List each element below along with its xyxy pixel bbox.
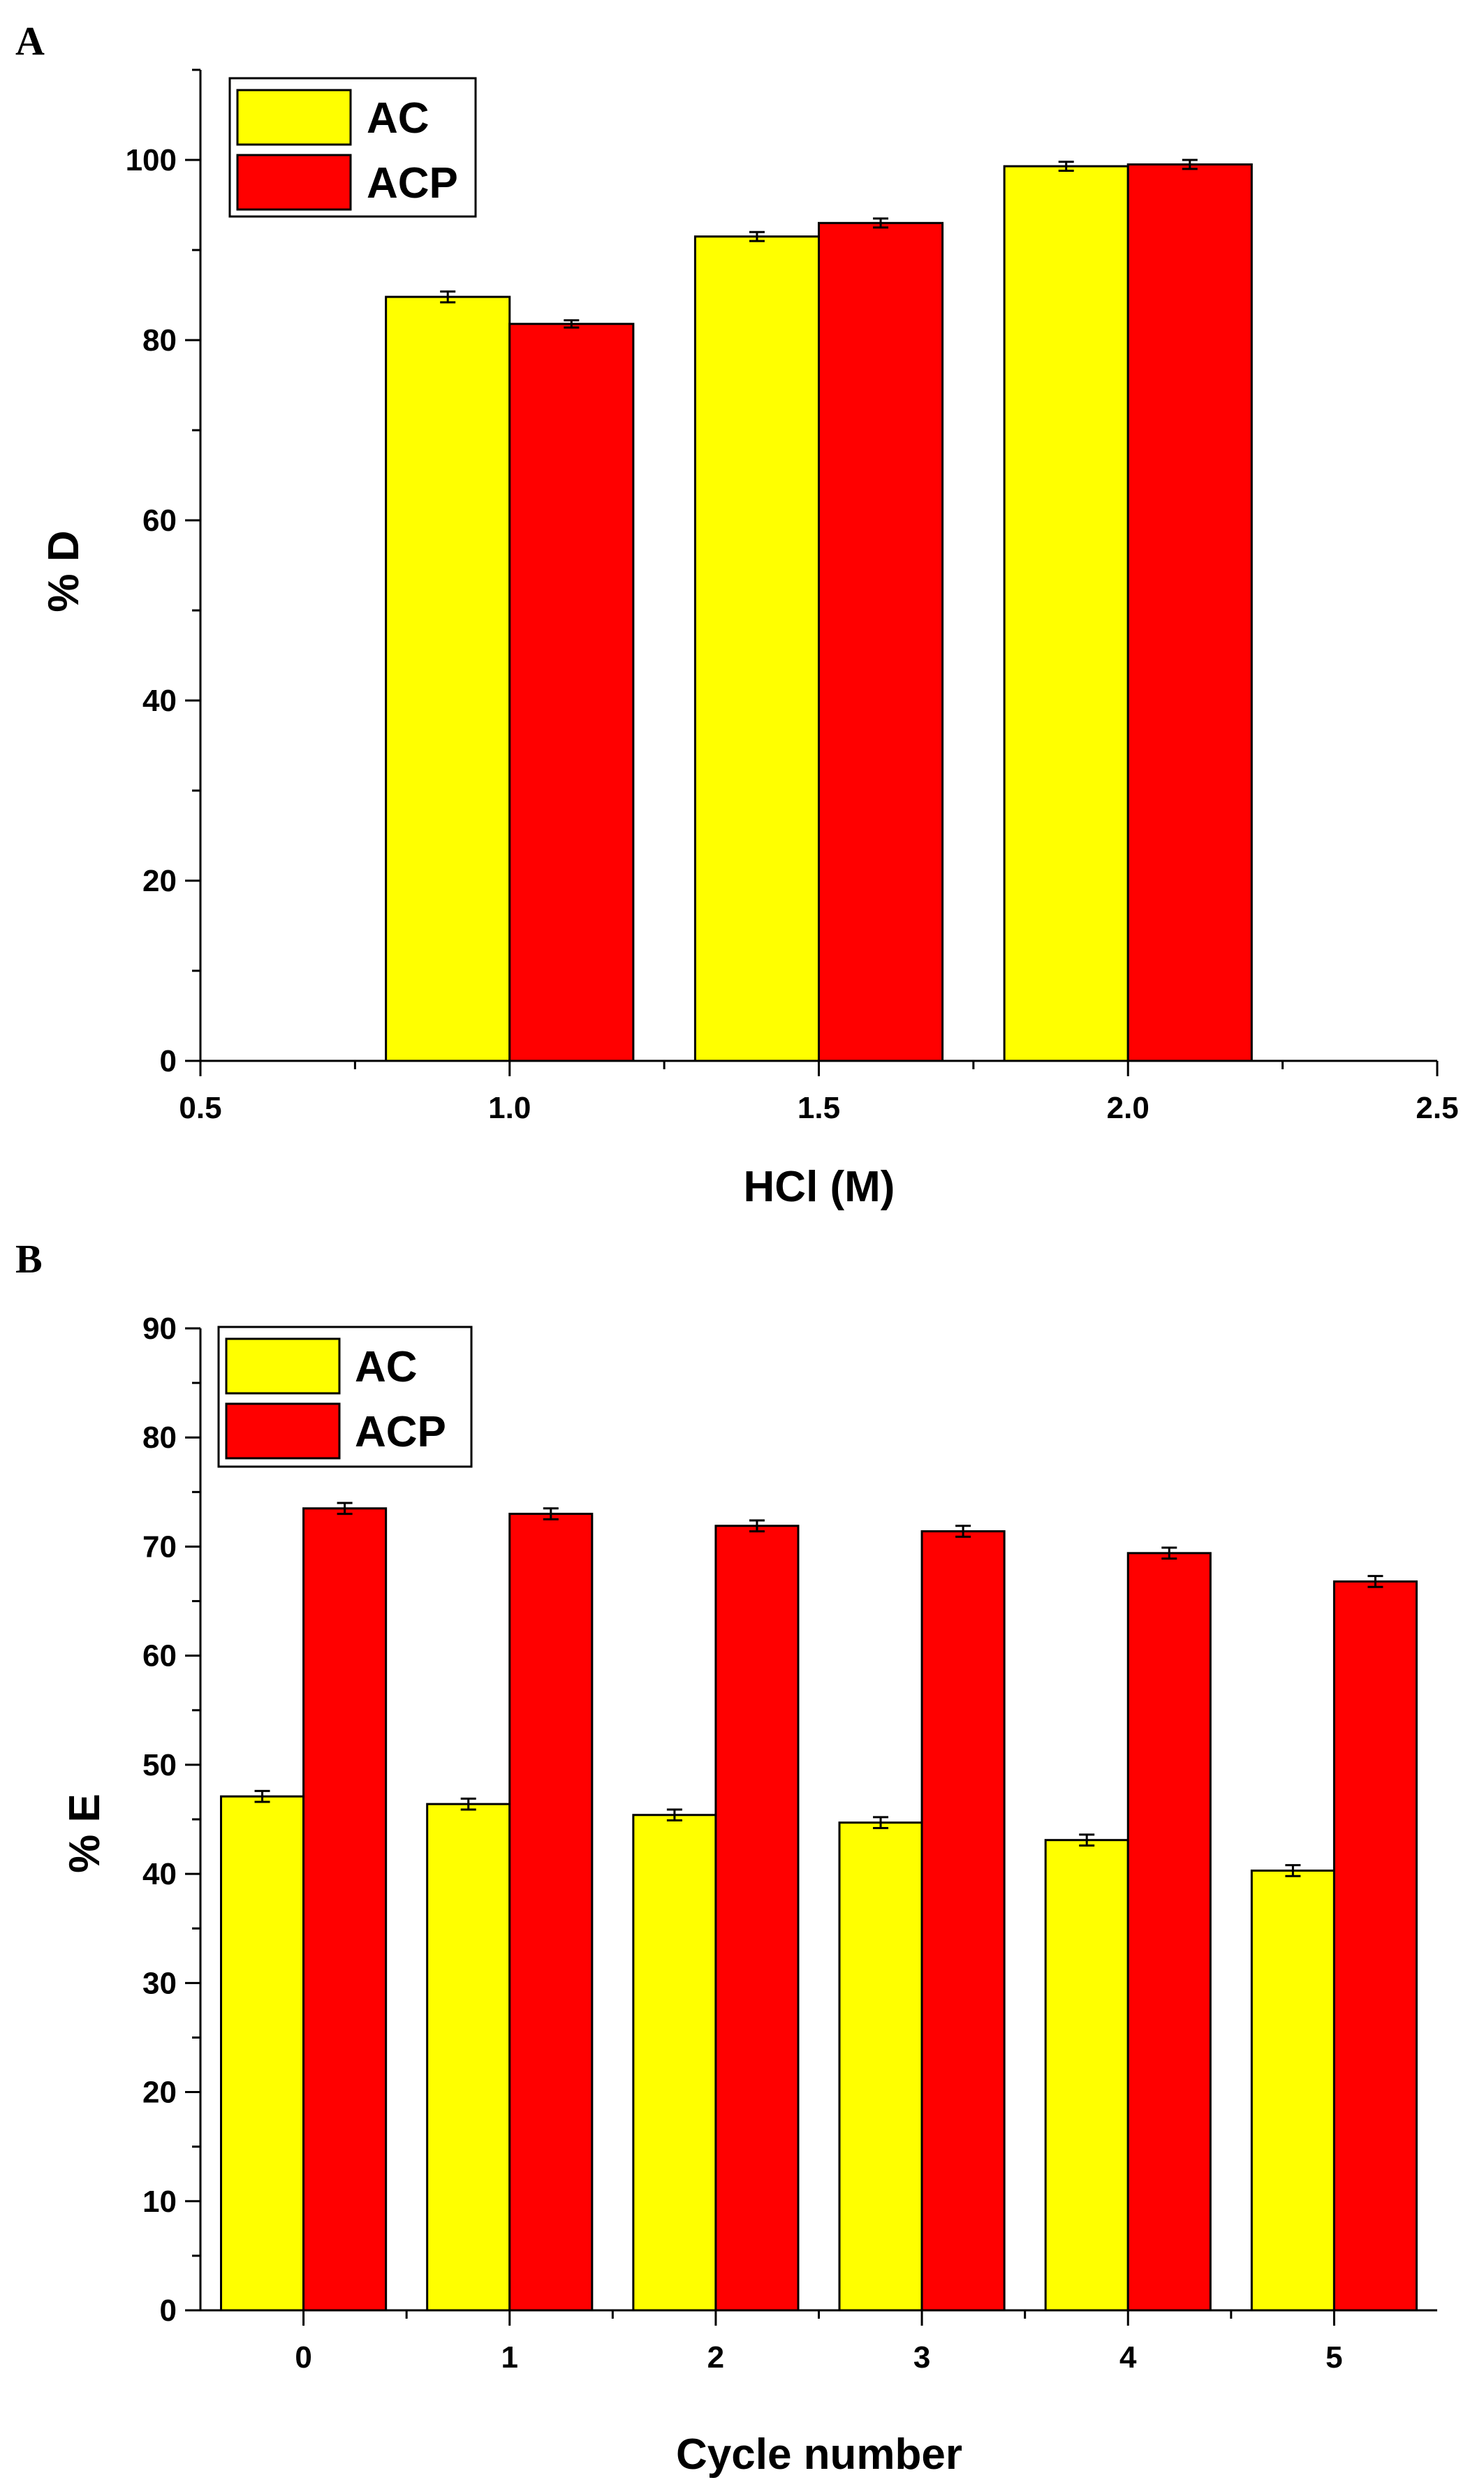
panel-a-errorbar-ac-0 bbox=[440, 290, 456, 304]
panel-a-errorbar-acp-0 bbox=[564, 319, 580, 329]
panel-b-y-tick-label: 90 bbox=[142, 1312, 177, 1346]
panel-b-errorbar-acp-0 bbox=[337, 1502, 353, 1516]
panel-b-y-tick-label: 10 bbox=[142, 2185, 177, 2219]
panel-a-y-tick-label: 0 bbox=[160, 1044, 177, 1078]
panel-b-errorbar-acp-2 bbox=[749, 1519, 765, 1533]
panel-b-bar-ac-1 bbox=[426, 1803, 511, 2312]
panel-b-legend-swatch-acp bbox=[225, 1402, 341, 1460]
panel-a-y-tick-label: 80 bbox=[142, 323, 177, 358]
panel-a-legend: AC ACP bbox=[228, 77, 477, 218]
panel-b-errorbar-ac-1 bbox=[460, 1797, 476, 1811]
panel-b-bar-acp-4 bbox=[1126, 1552, 1212, 2312]
panel-b-errorbar-acp-1 bbox=[543, 1507, 559, 1520]
panel-b-x-tick-label: 2 bbox=[707, 2340, 724, 2375]
panel-b-errorbar-ac-2 bbox=[666, 1808, 682, 1822]
panel-b-legend: AC ACP bbox=[217, 1326, 473, 1468]
panel-b-y-tick-label: 60 bbox=[142, 1639, 177, 1673]
panel-b-x-tick-label: 0 bbox=[295, 2340, 311, 2375]
panel-a-y-tick-label: 100 bbox=[126, 143, 177, 177]
panel-b-x-tick-label: 3 bbox=[913, 2340, 930, 2375]
panel-b-bar-acp-2 bbox=[714, 1525, 800, 2312]
panel-b-x-axis-title: Cycle number bbox=[676, 2430, 962, 2479]
panel-b-bar-ac-5 bbox=[1250, 1869, 1335, 2312]
panel-a-x-axis-title: HCl (M) bbox=[744, 1163, 895, 1211]
panel-b-label: B bbox=[15, 1236, 43, 1282]
panel-b-errorbar-ac-4 bbox=[1079, 1833, 1095, 1847]
panel-b-x-tick-label: 1 bbox=[501, 2340, 518, 2375]
panel-a-x-tick-label: 2.0 bbox=[1107, 1091, 1149, 1125]
panel-b-y-tick-label: 40 bbox=[142, 1857, 177, 1891]
panel-a-plot-area: 0 20 40 60 80 100 0.5 1.0 1.5 2.0 2.5 bbox=[126, 68, 1459, 1125]
panel-a-bar-ac-0 bbox=[385, 295, 511, 1062]
panel-a-bar-acp-1 bbox=[818, 221, 944, 1062]
panel-b-bar-acp-5 bbox=[1332, 1580, 1418, 2312]
panel-a-y-tick-label: 20 bbox=[142, 864, 177, 898]
panel-b-y-tick-label: 30 bbox=[142, 1966, 177, 2000]
panel-b-legend-swatch-ac bbox=[225, 1337, 341, 1395]
panel-b-legend-label-ac: AC bbox=[355, 1343, 418, 1391]
panel-a-label: A bbox=[15, 18, 45, 64]
panel-b-y-axis-title: % E bbox=[61, 1793, 109, 1873]
panel-a-bar-acp-0 bbox=[508, 323, 635, 1062]
panel-a-legend-swatch-ac bbox=[236, 89, 352, 146]
panel-a-legend-label-acp: ACP bbox=[367, 159, 458, 207]
panel-b-x-tick-label: 4 bbox=[1119, 2340, 1137, 2375]
panel-a-legend-label-ac: AC bbox=[367, 94, 429, 142]
panel-b-x-tick-label: 5 bbox=[1325, 2340, 1342, 2375]
panel-a-errorbar-ac-1 bbox=[749, 230, 765, 242]
panel-b-y-tick-label: 50 bbox=[142, 1748, 177, 1782]
panel-a-legend-swatch-acp bbox=[236, 154, 352, 211]
panel-b-y-tick-label: 70 bbox=[142, 1529, 177, 1564]
panel-b-y-tick-label: 20 bbox=[142, 2076, 177, 2110]
panel-a-y-axis-title: % D bbox=[40, 530, 88, 612]
panel-b-bar-ac-0 bbox=[220, 1795, 305, 2312]
panel-a-x-tick-label: 1.0 bbox=[488, 1091, 531, 1125]
panel-b-bar-acp-3 bbox=[920, 1530, 1006, 2312]
panel-a-bar-ac-2 bbox=[1003, 165, 1129, 1062]
panel-a-bar-ac-1 bbox=[693, 235, 821, 1062]
panel-a-bar-acp-2 bbox=[1126, 163, 1253, 1062]
panel-b-legend-label-acp: ACP bbox=[355, 1408, 446, 1456]
panel-b-errorbar-acp-5 bbox=[1367, 1575, 1383, 1588]
panel-a-y-tick-label: 60 bbox=[142, 504, 177, 538]
panel-a-chart: A 0 20 40 60 80 100 0.5 1.0 1.5 2.0 2.5 HCl (M) % … bbox=[15, 18, 1459, 1211]
panel-a-errorbar-acp-1 bbox=[873, 217, 889, 229]
panel-b-errorbar-ac-3 bbox=[873, 1816, 889, 1829]
panel-a-errorbar-acp-2 bbox=[1182, 159, 1198, 170]
panel-a-errorbar-ac-2 bbox=[1058, 161, 1074, 172]
panel-b-y-tick-label: 0 bbox=[160, 2294, 177, 2328]
panel-b-errorbar-ac-0 bbox=[254, 1789, 270, 1803]
panel-b-bar-ac-3 bbox=[838, 1821, 923, 2312]
panel-b-y-tick-label: 80 bbox=[142, 1421, 177, 1455]
panel-a-y-tick-label: 40 bbox=[142, 684, 177, 718]
panel-b-bar-acp-1 bbox=[508, 1513, 594, 2312]
panel-b-bar-ac-4 bbox=[1044, 1839, 1129, 2312]
panel-b-errorbar-ac-5 bbox=[1285, 1864, 1301, 1877]
panel-b-bar-acp-0 bbox=[302, 1507, 388, 2312]
panel-b-bar-ac-2 bbox=[632, 1814, 717, 2312]
panel-a-x-tick-label: 1.5 bbox=[798, 1091, 840, 1125]
panel-b-errorbar-acp-3 bbox=[955, 1525, 971, 1538]
panel-a-x-tick-label: 2.5 bbox=[1416, 1091, 1458, 1125]
panel-b-errorbar-acp-4 bbox=[1161, 1546, 1177, 1560]
panel-a-x-tick-label: 0.5 bbox=[179, 1091, 221, 1125]
